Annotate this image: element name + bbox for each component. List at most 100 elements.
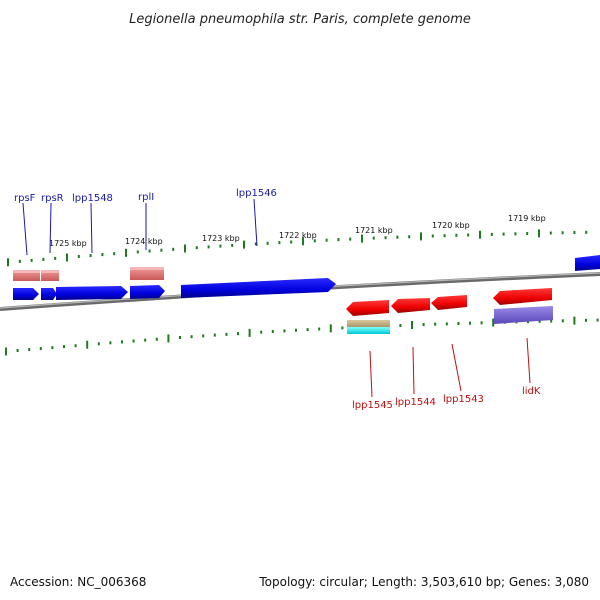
scale-top-minor-tick	[585, 230, 588, 234]
scale-bottom-minor-tick	[74, 344, 77, 348]
scale-top-minor-tick	[148, 249, 151, 253]
gene-arrow-rpsF[interactable]	[13, 288, 39, 300]
scale-bottom-minor-tick	[538, 319, 541, 323]
scale-bottom-minor-tick	[190, 335, 193, 339]
gene-arrow-lpp1544[interactable]	[391, 298, 430, 313]
rna-feature-rplI[interactable]	[130, 267, 164, 280]
scale-bottom-minor-tick	[399, 324, 402, 327]
scale-bottom-minor-tick	[469, 321, 471, 325]
gene-label-rpsR[interactable]: rpsR	[41, 193, 64, 204]
scale-top-minor-tick	[526, 232, 529, 235]
scale-top-minor-tick	[136, 250, 139, 254]
scale-top-minor-tick	[467, 233, 470, 237]
rna-feature-lpp1545[interactable]	[347, 320, 390, 334]
scale-top-minor-tick	[290, 240, 293, 244]
scale-top-major-tick	[302, 237, 304, 246]
scale-top-minor-tick	[443, 234, 446, 238]
scale-bottom-minor-tick	[306, 328, 309, 332]
scale-bottom-minor-tick	[457, 322, 460, 325]
scale-top-minor-tick	[384, 236, 387, 240]
scale-top-major-tick	[420, 232, 422, 241]
scale-bottom-major-tick	[86, 340, 89, 349]
scale-label-1723: 1723 kbp	[202, 234, 240, 243]
scale-top-minor-tick	[408, 235, 411, 239]
scale-top-minor-tick	[278, 241, 281, 245]
gene-label-rplI[interactable]: rplI	[138, 192, 154, 203]
scale-top-major-tick	[184, 244, 186, 253]
scale-top-minor-tick	[431, 234, 434, 238]
leader-lpp1546	[253, 198, 258, 247]
scale-top-minor-tick	[30, 258, 33, 262]
leader-lpp1548	[90, 202, 93, 254]
scale-top-major-tick	[66, 253, 68, 262]
scale-top-minor-tick	[502, 232, 505, 236]
scale-bottom-minor-tick	[596, 318, 599, 322]
rna-feature-rpsF[interactable]	[13, 270, 40, 281]
scale-bottom-minor-tick	[341, 326, 344, 330]
scale-top-minor-tick	[195, 246, 198, 250]
scale-bottom-major-tick	[411, 321, 413, 329]
gene-arrow-right-edge[interactable]	[575, 255, 600, 271]
scale-label-1720: 1720 kbp	[432, 221, 470, 230]
gene-label-rpsF[interactable]: rpsF	[14, 193, 36, 204]
scale-bottom-major-tick	[167, 334, 170, 343]
scale-bottom-minor-tick	[132, 339, 135, 343]
scale-top-major-tick	[7, 258, 9, 267]
gene-label-lidK[interactable]: lidK	[522, 386, 541, 397]
scale-bottom-minor-tick	[16, 349, 19, 352]
scale-top-minor-tick	[254, 242, 257, 246]
leader-lpp1544	[412, 346, 415, 395]
scale-label-1721: 1721 kbp	[355, 226, 393, 235]
scale-label-1722: 1722 kbp	[279, 231, 317, 240]
scale-top-minor-tick	[54, 256, 57, 260]
gene-arrow-lpp1543[interactable]	[431, 295, 467, 310]
scale-top-minor-tick	[396, 235, 399, 239]
scale-top-minor-tick	[455, 233, 458, 237]
genome-summary-text: Topology: circular; Length: 3,503,610 bp…	[258, 575, 589, 589]
scale-top-minor-tick	[549, 231, 552, 235]
scale-top-minor-tick	[113, 252, 116, 256]
scale-top-minor-tick	[349, 237, 352, 241]
scale-bottom-minor-tick	[63, 345, 65, 349]
gene-arrow-rplI[interactable]	[130, 285, 165, 299]
scale-bottom-major-tick	[492, 318, 495, 327]
scale-bottom-minor-tick	[109, 341, 112, 345]
gene-arrow-lidK[interactable]	[493, 288, 552, 305]
scale-top-minor-tick	[266, 241, 269, 245]
scale-top-minor-tick	[101, 253, 104, 257]
scale-bottom-minor-tick	[260, 330, 263, 334]
scale-bottom-minor-tick	[422, 323, 425, 327]
scale-bottom-minor-tick	[561, 319, 564, 323]
leader-lpp1543	[451, 343, 462, 392]
scale-bottom-major-tick	[5, 347, 7, 356]
gene-label-lpp1545[interactable]: lpp1545	[352, 400, 393, 411]
gene-label-lpp1543[interactable]: lpp1543	[443, 394, 484, 405]
gene-arrow-lpp1546[interactable]	[181, 278, 336, 298]
scale-bottom-minor-tick	[318, 327, 321, 331]
scale-bottom-minor-tick	[28, 348, 31, 351]
rna-feature-rpsR[interactable]	[41, 270, 59, 281]
accession-text: Accession: NC_006368	[10, 575, 146, 589]
leader-lidK	[526, 337, 531, 384]
scale-top-minor-tick	[561, 231, 564, 235]
leader-rpsR	[49, 202, 52, 254]
scale-bottom-minor-tick	[179, 336, 181, 339]
scale-bottom-minor-tick	[585, 318, 587, 322]
scale-bottom-minor-tick	[213, 333, 216, 337]
scale-bottom-minor-tick	[121, 340, 123, 344]
gene-arrow-lpp1548[interactable]	[56, 286, 128, 300]
scale-top-minor-tick	[160, 248, 163, 252]
scale-top-minor-tick	[372, 236, 375, 240]
gene-arrow-rpsR[interactable]	[41, 288, 57, 300]
scale-bottom-minor-tick	[51, 346, 54, 350]
gene-label-lpp1544[interactable]: lpp1544	[395, 397, 436, 408]
gene-label-lpp1548[interactable]: lpp1548	[72, 193, 113, 204]
scale-top-minor-tick	[337, 238, 340, 242]
gene-arrow-lpp1545[interactable]	[346, 300, 389, 316]
scale-top-major-tick	[479, 230, 481, 239]
cds-feature-lidK[interactable]	[494, 306, 553, 324]
map-title: Legionella pneumophila str. Paris, compl…	[129, 12, 471, 27]
scale-top-minor-tick	[207, 245, 210, 249]
gene-label-lpp1546[interactable]: lpp1546	[236, 188, 277, 199]
